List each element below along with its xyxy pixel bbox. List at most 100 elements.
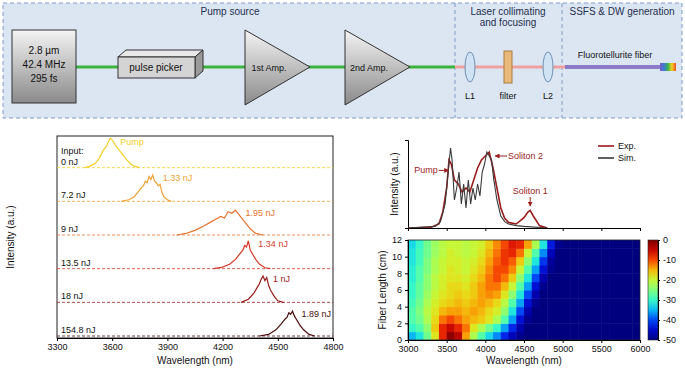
heatmap-cell	[625, 248, 633, 257]
section-title: SSFS & DW generation	[569, 6, 674, 17]
heatmap-cell	[516, 332, 524, 340]
tick: -10	[658, 255, 676, 265]
heatmap-cell	[539, 290, 547, 299]
heatmap-cell	[632, 323, 640, 332]
heatmap-cell	[509, 315, 517, 324]
heatmap-cell	[578, 290, 586, 299]
baseline	[57, 201, 333, 202]
heatmap-cell	[478, 240, 486, 249]
fiber-label: Fluorotellurite fiber	[578, 50, 653, 60]
series-label: 1.89 nJ	[301, 309, 331, 319]
tick-mark	[524, 340, 525, 343]
heatmap-cell	[509, 307, 517, 316]
heatmap-cell	[447, 273, 455, 282]
heatmap-cell	[478, 273, 486, 282]
tick: 5500	[592, 340, 612, 354]
heatmap-cell	[617, 323, 625, 332]
tick: 3300	[47, 338, 67, 352]
tick-label: 3900	[158, 342, 178, 352]
legend-label: Sim.	[618, 153, 636, 163]
heatmap-cell	[447, 240, 455, 249]
heatmap-cell	[516, 323, 524, 332]
heatmap-cell	[532, 323, 540, 332]
tick-mark	[563, 340, 564, 343]
colorbar	[648, 240, 658, 340]
heatmap-cell	[501, 315, 509, 324]
axis-line	[405, 141, 409, 229]
filter	[504, 51, 512, 83]
heatmap-cell	[601, 298, 609, 307]
heatmap-cell	[524, 323, 532, 332]
tick-mark	[640, 228, 641, 231]
tick-label: 4000	[476, 344, 496, 354]
heatmap-cell	[539, 265, 547, 274]
heatmap-cell	[609, 282, 617, 291]
tick: 4000	[476, 340, 496, 354]
heatmap-cell	[493, 315, 501, 324]
heatmap-cell	[462, 265, 470, 274]
tick-mark	[405, 290, 408, 291]
tick-mark	[658, 260, 660, 261]
tick-label: 0	[397, 335, 402, 345]
heatmap-cell	[547, 298, 555, 307]
heatmap-cell	[532, 282, 540, 291]
heatmap-cell	[509, 248, 517, 257]
x-axis: 330036003900420045004800	[47, 338, 343, 352]
heatmap-cell	[509, 323, 517, 332]
heatmap-cell	[447, 290, 455, 299]
tick-mark	[485, 228, 486, 231]
heatmap-cell	[416, 298, 424, 307]
heatmap-cell	[408, 307, 416, 316]
heatmap-cell	[478, 323, 486, 332]
heatmap-cell	[478, 290, 486, 299]
tick: 8	[397, 269, 408, 279]
heatmap-cell	[601, 273, 609, 282]
heatmap-cell	[485, 265, 493, 274]
heatmap-cell	[431, 257, 439, 266]
heatmap-cell	[594, 248, 602, 257]
tick-mark	[658, 240, 660, 241]
series-label: Pump	[120, 137, 144, 147]
heatmap-cell	[516, 248, 524, 257]
heatmap-cell	[485, 282, 493, 291]
heatmap-cell	[547, 290, 555, 299]
heatmap-cell	[447, 257, 455, 266]
heatmap-cell	[439, 265, 447, 274]
tick: 4200	[213, 338, 233, 352]
annotation: Soliton 1	[513, 186, 548, 196]
fiber-output	[660, 63, 676, 71]
heatmap-cell	[431, 307, 439, 316]
heatmap-cell	[423, 307, 431, 316]
heatmap-cell	[609, 273, 617, 282]
heatmap-cell	[532, 307, 540, 316]
heatmap-cell	[462, 323, 470, 332]
heatmap-cell	[625, 323, 633, 332]
heatmap-cell	[632, 282, 640, 291]
heatmap-cell	[539, 315, 547, 324]
tick	[447, 228, 448, 231]
heatmap-cell	[563, 307, 571, 316]
heatmap-cell	[625, 315, 633, 324]
x-axis: 3000350040004500500055006000	[398, 340, 650, 354]
heatmap-cell	[617, 315, 625, 324]
section-title: Laser collimating	[470, 6, 545, 17]
heatmap-cell	[454, 307, 462, 316]
axis-line	[409, 341, 641, 344]
heatmap-cell	[485, 315, 493, 324]
heatmap-cell	[470, 273, 478, 282]
heatmap-cell	[625, 257, 633, 266]
heatmap-cell	[454, 332, 462, 340]
heatmap-cell	[524, 265, 532, 274]
heatmap-cell	[462, 282, 470, 291]
amplifier-label: 2nd Amp.	[350, 63, 388, 73]
heatmap-cell	[485, 298, 493, 307]
heatmap-cell	[470, 257, 478, 266]
heatmap-cell	[609, 315, 617, 324]
heatmap-cell	[493, 248, 501, 257]
heatmap-cell	[601, 315, 609, 324]
heatmap-cell	[601, 248, 609, 257]
heatmap-cell	[478, 248, 486, 257]
heatmap-cell	[478, 257, 486, 266]
heatmap-cell	[447, 298, 455, 307]
heatmap-cell	[408, 257, 416, 266]
